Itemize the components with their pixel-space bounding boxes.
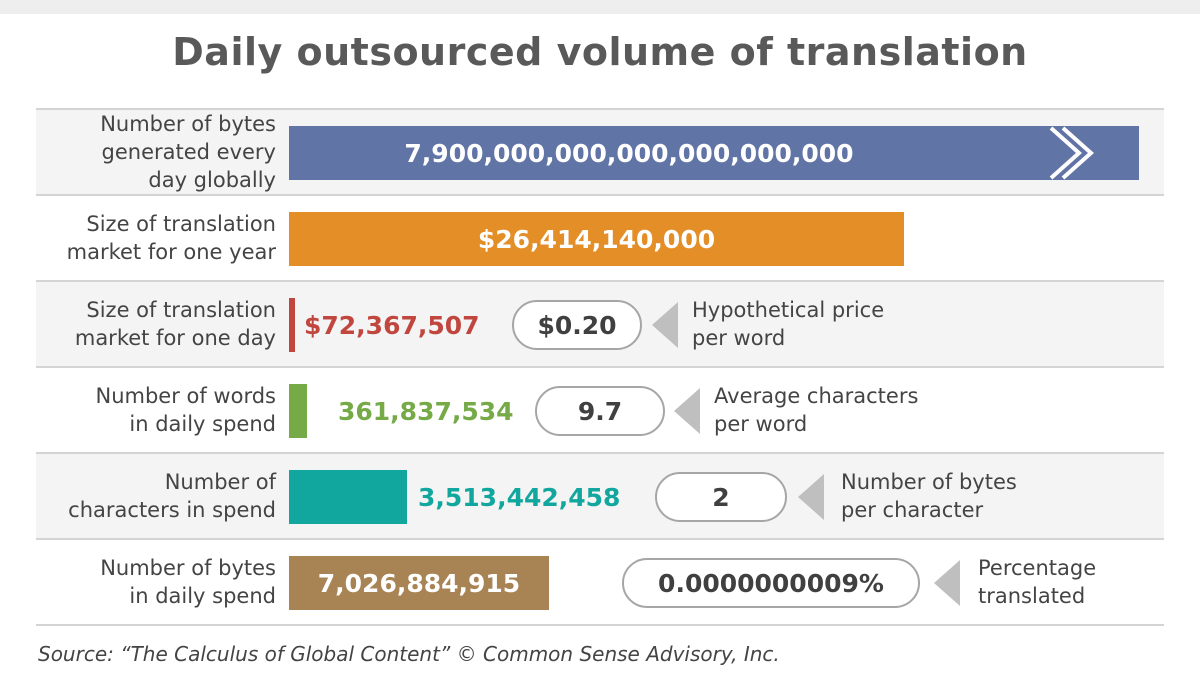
factor-note: Percentage translated [978, 554, 1096, 610]
factor-chars-per-word: 9.7 [535, 386, 665, 436]
factor-note-line: translated [978, 584, 1086, 608]
factor-note-line: per character [841, 498, 984, 522]
bar-characters [289, 470, 407, 524]
bar-value-market-year: $26,414,140,000 [477, 224, 716, 254]
row-label-line: market for one year [66, 240, 276, 264]
row-label: Number of words in daily spend [36, 368, 276, 452]
row-label-line: in daily spend [129, 412, 276, 436]
factor-note-line: Hypothetical price [692, 298, 885, 322]
bar-value-words: 361,837,534 [338, 396, 514, 426]
row-label-line: Number of words [95, 384, 276, 408]
factor-note-line: Number of bytes [841, 470, 1017, 494]
row-label-line: Number of bytes [100, 556, 276, 580]
row-label: Size of translation market for one year [36, 196, 276, 280]
pointer-left-icon [934, 560, 960, 606]
row-label-line: in daily spend [129, 584, 276, 608]
bar-words [289, 384, 307, 438]
row-characters: Number of characters in spend 3,513,442,… [36, 452, 1164, 538]
chevron-icon [1049, 126, 1083, 180]
row-label-line: Number of bytes [100, 112, 276, 136]
row-label-line: market for one day [74, 326, 276, 350]
row-label: Number of bytes in daily spend [36, 540, 276, 624]
row-label-line: characters in spend [68, 498, 276, 522]
bar-value-market-day: $72,367,507 [304, 310, 480, 340]
row-label-line: day globally [148, 168, 276, 192]
row-bytes-daily: Number of bytes in daily spend 7,026,884… [36, 538, 1164, 626]
factor-note: Hypothetical price per word [692, 296, 884, 352]
pointer-left-icon [798, 474, 824, 520]
bar-bytes-global [289, 126, 1139, 180]
factor-note: Number of bytes per character [841, 468, 1017, 524]
chevron-icon [1061, 126, 1095, 180]
factor-note: Average characters per word [714, 382, 918, 438]
row-label-line: generated every [101, 140, 276, 164]
factor-note-line: Percentage [978, 556, 1097, 580]
factor-percentage-translated: 0.0000000009% [622, 558, 920, 608]
pointer-left-icon [674, 388, 700, 434]
row-label-line: Size of translation [86, 298, 276, 322]
bar-value-bytes-global: 7,900,000,000,000,000,000,000 [404, 138, 854, 168]
row-label: Size of translation market for one day [36, 282, 276, 366]
source-note: Source: “The Calculus of Global Content”… [38, 642, 780, 666]
row-label-line: Number of [164, 470, 276, 494]
bar-market-day [289, 298, 295, 352]
row-label: Number of characters in spend [36, 454, 276, 538]
row-market-day: Size of translation market for one day $… [36, 280, 1164, 366]
bar-value-characters: 3,513,442,458 [418, 482, 621, 512]
factor-note-line: per word [714, 412, 808, 436]
factor-bytes-per-char: 2 [655, 472, 787, 522]
bar-value-bytes-daily: 7,026,884,915 [317, 568, 521, 598]
pointer-left-icon [652, 302, 678, 348]
bar-market-year [289, 212, 904, 266]
bar-bytes-daily [289, 556, 549, 610]
factor-price-per-word: $0.20 [512, 300, 642, 350]
factor-note-line: Average characters [714, 384, 919, 408]
row-bytes-global: Number of bytes generated every day glob… [36, 108, 1164, 194]
row-market-year: Size of translation market for one year … [36, 194, 1164, 280]
row-label-line: Size of translation [86, 212, 276, 236]
factor-note-line: per word [692, 326, 786, 350]
chart-title: Daily outsourced volume of translation [172, 30, 1028, 74]
row-words: Number of words in daily spend 361,837,5… [36, 366, 1164, 452]
row-label: Number of bytes generated every day glob… [36, 110, 276, 194]
